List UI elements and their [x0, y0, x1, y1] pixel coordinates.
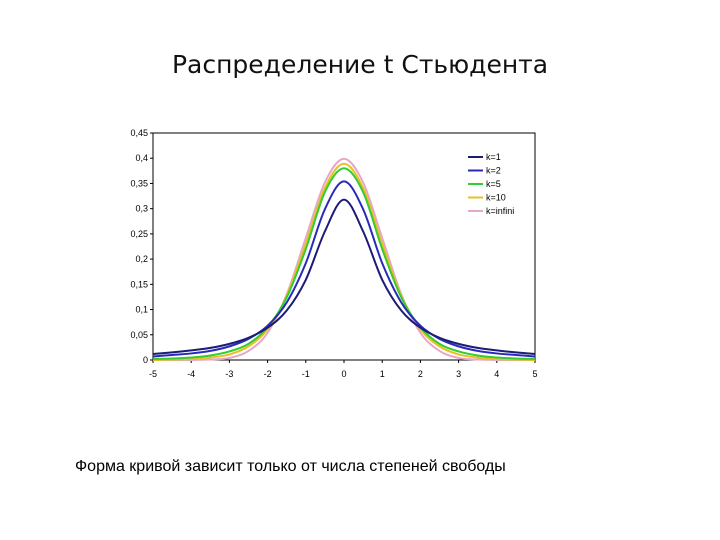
- series-line-k-infini: [153, 157, 535, 362]
- legend-label: k=2: [486, 166, 501, 176]
- slide-title: Распределение t Стьюдента: [171, 50, 549, 79]
- x-tick-label: 3: [456, 369, 461, 379]
- plot-area: [152, 132, 536, 361]
- legend-label: k=10: [486, 193, 506, 203]
- y-tick-label: 0,3: [135, 204, 148, 214]
- series-line-k-2: [152, 180, 536, 358]
- series-line-k-1: [152, 198, 536, 355]
- x-tick-label: 4: [494, 369, 499, 379]
- y-tick-label: 0,45: [130, 128, 148, 138]
- x-tick-label: 1: [380, 369, 385, 379]
- plot-frame: [152, 132, 536, 361]
- legend-label: k=infini: [486, 206, 514, 216]
- y-tick-label: 0,05: [130, 330, 148, 340]
- x-tick-label: -1: [302, 369, 310, 379]
- x-tick-label: 5: [532, 369, 537, 379]
- legend-label: k=5: [486, 179, 501, 189]
- x-tick-label: 0: [341, 369, 346, 379]
- series-line-k-10: [152, 162, 536, 361]
- legend-label: k=1: [486, 152, 501, 162]
- y-tick-label: 0,35: [130, 178, 148, 188]
- y-tick-label: 0,2: [135, 254, 148, 264]
- y-tick-label: 0,25: [130, 229, 148, 239]
- x-tick-label: -2: [264, 369, 272, 379]
- series-lines: [152, 157, 536, 362]
- x-tick-label: 2: [418, 369, 423, 379]
- x-tick-label: -3: [225, 369, 233, 379]
- y-tick-label: 0,1: [135, 305, 148, 315]
- legend: k=1 k=2 k=5 k=10 k=infini: [468, 152, 514, 216]
- x-tick-label: -5: [149, 369, 157, 379]
- y-tick-label: 0,15: [130, 279, 148, 289]
- slide-caption: Форма кривой зависит только от числа сте…: [75, 458, 506, 475]
- y-axis: 0 0,05 0,1 0,15 0,2 0,25 0,3 0,35 0,4 0,45: [130, 128, 153, 365]
- x-tick-label: -4: [187, 369, 195, 379]
- y-tick-label: 0,4: [135, 153, 148, 163]
- series-line-k-5: [152, 167, 536, 360]
- y-tick-label: 0: [143, 355, 148, 365]
- x-axis: -5 -4 -3 -2 -1 0 1 2 3 4 5: [149, 360, 538, 379]
